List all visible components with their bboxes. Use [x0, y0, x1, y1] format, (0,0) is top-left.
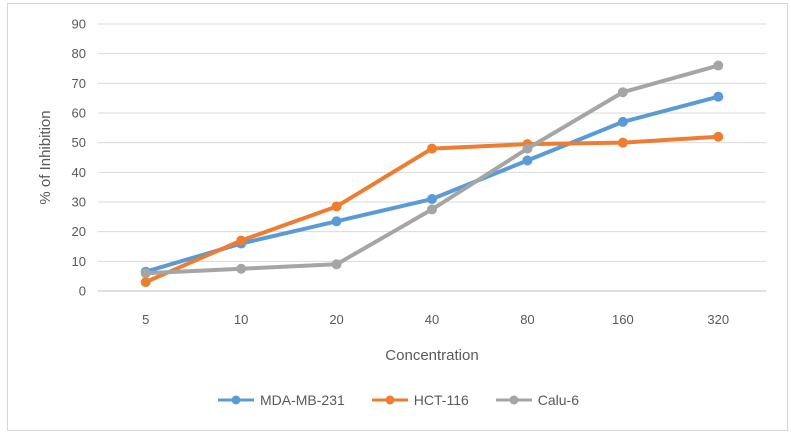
data-point-Calu-6	[522, 143, 533, 154]
series-lines	[140, 60, 724, 288]
data-point-Calu-6	[617, 87, 628, 98]
chart-legend: MDA-MB-231 HCT-116 Calu-6	[8, 392, 788, 408]
x-tick-label: 320	[707, 312, 729, 327]
plot-area: 0 10 20 30 40 50 60 70 80 90 5 10 20 40 80 160 320 Conce…	[37, 17, 766, 364]
data-point-HCT-116	[140, 277, 151, 288]
y-tick-label: 50	[72, 135, 86, 150]
line-marker-swatch-icon	[217, 395, 254, 405]
data-point-Calu-6	[427, 204, 437, 215]
data-point-HCT-116	[713, 131, 724, 142]
series-line-Calu-6	[143, 63, 721, 276]
y-tick-label: 40	[72, 165, 86, 180]
x-tick-label: 160	[612, 312, 634, 327]
y-tick-label: 0	[79, 284, 86, 299]
x-tick-label: 5	[142, 312, 149, 327]
x-axis-title: Concentration	[385, 347, 478, 364]
gridlines	[98, 23, 766, 292]
data-point-MDA-MB-231	[617, 116, 628, 127]
data-point-Calu-6	[331, 259, 342, 270]
data-point-Calu-6	[140, 268, 151, 279]
y-tick-label: 20	[72, 224, 86, 239]
axis-tick-labels: 0 10 20 30 40 50 60 70 80 90 5 10 20 40 80 160 320	[72, 17, 730, 328]
legend-item-hct-116: HCT-116	[371, 392, 469, 408]
legend-item-calu-6: Calu-6	[495, 392, 579, 408]
x-tick-label: 10	[234, 312, 248, 327]
x-tick-label: 20	[329, 312, 343, 327]
data-point-HCT-116	[236, 235, 247, 246]
y-tick-label: 70	[72, 76, 86, 91]
legend-item-mda-mb-231: MDA-MB-231	[217, 392, 345, 408]
data-point-Calu-6	[236, 263, 247, 274]
data-point-MDA-MB-231	[427, 194, 437, 205]
data-point-HCT-116	[427, 143, 437, 154]
legend-label: HCT-116	[413, 392, 469, 408]
legend-label: MDA-MB-231	[259, 392, 345, 408]
y-tick-label: 90	[72, 17, 86, 32]
data-point-HCT-116	[331, 201, 342, 212]
data-point-MDA-MB-231	[331, 216, 342, 227]
x-tick-label: 40	[425, 312, 439, 327]
y-tick-label: 80	[72, 46, 86, 61]
data-point-MDA-MB-231	[522, 155, 533, 166]
y-tick-label: 60	[72, 106, 86, 121]
y-tick-label: 10	[72, 254, 86, 269]
legend-label: Calu-6	[537, 392, 580, 408]
data-point-MDA-MB-231	[713, 91, 724, 102]
chart-frame: 0 10 20 30 40 50 60 70 80 90 5 10 20 40 80 160 320 Conce…	[7, 3, 788, 431]
data-point-HCT-116	[617, 137, 628, 148]
line-marker-swatch-icon	[371, 395, 408, 405]
y-tick-label: 30	[72, 195, 86, 210]
x-tick-label: 80	[520, 312, 534, 327]
data-point-Calu-6	[713, 60, 724, 71]
y-axis-title: % of Inhibition	[37, 110, 54, 204]
line-marker-swatch-icon	[495, 395, 532, 405]
